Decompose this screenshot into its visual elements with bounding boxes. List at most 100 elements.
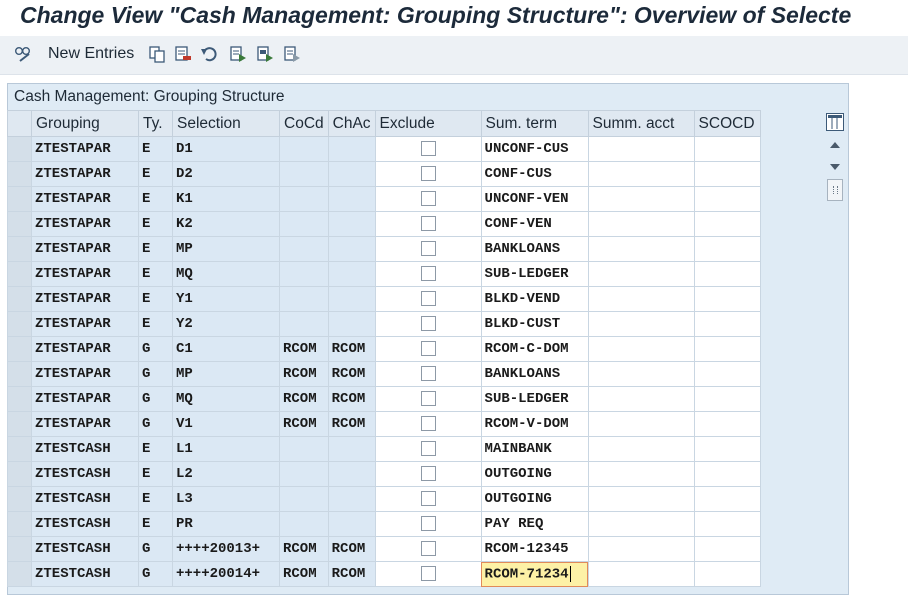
- scocd-cell[interactable]: [693, 436, 761, 462]
- scocd-cell[interactable]: [693, 211, 761, 237]
- row-selector[interactable]: [7, 136, 32, 162]
- scocd-cell[interactable]: [693, 536, 761, 562]
- scroll-up-arrow-icon[interactable]: [830, 142, 840, 148]
- glasses-pencil-icon[interactable]: [14, 45, 32, 63]
- column-header-type[interactable]: Ty.: [138, 110, 173, 137]
- exclude-checkbox[interactable]: [420, 365, 436, 381]
- sum-term-cell[interactable]: BANKLOANS: [480, 236, 589, 262]
- row-selector[interactable]: [7, 461, 32, 487]
- scocd-cell[interactable]: [693, 311, 761, 337]
- scocd-cell[interactable]: [693, 561, 761, 587]
- summ-acct-cell[interactable]: [587, 411, 695, 437]
- exclude-checkbox[interactable]: [420, 165, 436, 181]
- sum-term-cell[interactable]: PAY REQ: [480, 511, 589, 537]
- sum-term-cell[interactable]: SUB-LEDGER: [480, 261, 589, 287]
- sum-term-cell[interactable]: BANKLOANS: [480, 361, 589, 387]
- sum-term-cell[interactable]: BLKD-VEND: [480, 286, 589, 312]
- exclude-checkbox[interactable]: [420, 240, 436, 256]
- exclude-checkbox[interactable]: [420, 415, 436, 431]
- summ-acct-cell[interactable]: [587, 311, 695, 337]
- table-row[interactable]: ZTESTAPAR E D1 UNCONF-CUS: [7, 136, 761, 162]
- row-selector[interactable]: [7, 536, 32, 562]
- vertical-scrollbar[interactable]: [824, 111, 846, 591]
- scocd-cell[interactable]: [693, 236, 761, 262]
- new-entries-button[interactable]: New Entries: [48, 45, 135, 62]
- sum-term-cell[interactable]: SUB-LEDGER: [480, 386, 589, 412]
- exclude-checkbox[interactable]: [420, 440, 436, 456]
- summ-acct-cell[interactable]: [587, 561, 695, 587]
- summ-acct-cell[interactable]: [587, 486, 695, 512]
- column-header-scocd[interactable]: SCOCD: [693, 110, 761, 137]
- column-header-exclude[interactable]: Exclude: [374, 110, 482, 137]
- table-row[interactable]: ZTESTAPAR E D2 CONF-CUS: [7, 161, 761, 187]
- table-settings-icon[interactable]: [826, 113, 844, 131]
- exclude-checkbox[interactable]: [420, 490, 436, 506]
- summ-acct-cell[interactable]: [587, 211, 695, 237]
- row-selector[interactable]: [7, 561, 32, 587]
- scocd-cell[interactable]: [693, 411, 761, 437]
- exclude-checkbox[interactable]: [420, 140, 436, 156]
- sum-term-cell[interactable]: CONF-CUS: [480, 161, 589, 187]
- copy-icon[interactable]: [148, 45, 166, 63]
- summ-acct-cell[interactable]: [587, 336, 695, 362]
- exclude-checkbox[interactable]: [420, 340, 436, 356]
- exclude-checkbox[interactable]: [420, 565, 436, 581]
- table-row[interactable]: ZTESTAPAR G MP RCOM RCOM BANKLOANS: [7, 361, 761, 387]
- table-row[interactable]: ZTESTAPAR E K2 CONF-VEN: [7, 211, 761, 237]
- scocd-cell[interactable]: [693, 136, 761, 162]
- column-header-summ-acct[interactable]: Summ. acct: [587, 110, 695, 137]
- scocd-cell[interactable]: [693, 261, 761, 287]
- scocd-cell[interactable]: [693, 361, 761, 387]
- sum-term-cell[interactable]: RCOM-C-DOM: [480, 336, 589, 362]
- summ-acct-cell[interactable]: [587, 436, 695, 462]
- scocd-cell[interactable]: [693, 461, 761, 487]
- select-block-icon[interactable]: [256, 45, 274, 63]
- summ-acct-cell[interactable]: [587, 186, 695, 212]
- row-selector[interactable]: [7, 486, 32, 512]
- scocd-cell[interactable]: [693, 161, 761, 187]
- table-row[interactable]: ZTESTCASH E L1 MAINBANK: [7, 436, 761, 462]
- row-selector[interactable]: [7, 211, 32, 237]
- sum-term-cell[interactable]: UNCONF-VEN: [480, 186, 589, 212]
- row-selector[interactable]: [7, 161, 32, 187]
- exclude-checkbox[interactable]: [420, 465, 436, 481]
- summ-acct-cell[interactable]: [587, 286, 695, 312]
- exclude-checkbox[interactable]: [420, 215, 436, 231]
- table-row[interactable]: ZTESTCASH E PR PAY REQ: [7, 511, 761, 537]
- table-row[interactable]: ZTESTCASH G ++++20014+ RCOM RCOM RCOM-71234: [7, 561, 761, 587]
- select-all-header[interactable]: [7, 110, 32, 137]
- scocd-cell[interactable]: [693, 511, 761, 537]
- table-row[interactable]: ZTESTAPAR E MQ SUB-LEDGER: [7, 261, 761, 287]
- table-row[interactable]: ZTESTAPAR E Y2 BLKD-CUST: [7, 311, 761, 337]
- sum-term-cell[interactable]: RCOM-12345: [480, 536, 589, 562]
- summ-acct-cell[interactable]: [587, 536, 695, 562]
- sum-term-cell[interactable]: MAINBANK: [480, 436, 589, 462]
- table-row[interactable]: ZTESTAPAR G C1 RCOM RCOM RCOM-C-DOM: [7, 336, 761, 362]
- row-selector[interactable]: [7, 311, 32, 337]
- sum-term-cell[interactable]: OUTGOING: [480, 461, 589, 487]
- table-row[interactable]: ZTESTAPAR E Y1 BLKD-VEND: [7, 286, 761, 312]
- scocd-cell[interactable]: [693, 386, 761, 412]
- scocd-cell[interactable]: [693, 336, 761, 362]
- row-selector[interactable]: [7, 511, 32, 537]
- sum-term-cell[interactable]: RCOM-V-DOM: [480, 411, 589, 437]
- row-selector[interactable]: [7, 386, 32, 412]
- column-header-selection[interactable]: Selection: [172, 110, 280, 137]
- sum-term-cell[interactable]: OUTGOING: [480, 486, 589, 512]
- delete-icon[interactable]: [174, 45, 192, 63]
- table-row[interactable]: ZTESTCASH E L2 OUTGOING: [7, 461, 761, 487]
- sum-term-cell[interactable]: UNCONF-CUS: [480, 136, 589, 162]
- row-selector[interactable]: [7, 261, 32, 287]
- table-row[interactable]: ZTESTAPAR G V1 RCOM RCOM RCOM-V-DOM: [7, 411, 761, 437]
- table-row[interactable]: ZTESTAPAR E K1 UNCONF-VEN: [7, 186, 761, 212]
- exclude-checkbox[interactable]: [420, 315, 436, 331]
- row-selector[interactable]: [7, 336, 32, 362]
- summ-acct-cell[interactable]: [587, 261, 695, 287]
- row-selector[interactable]: [7, 236, 32, 262]
- deselect-all-icon[interactable]: [283, 45, 301, 63]
- summ-acct-cell[interactable]: [587, 161, 695, 187]
- sum-term-cell-focused[interactable]: RCOM-71234: [480, 561, 589, 587]
- summ-acct-cell[interactable]: [587, 236, 695, 262]
- row-selector[interactable]: [7, 361, 32, 387]
- exclude-checkbox[interactable]: [420, 540, 436, 556]
